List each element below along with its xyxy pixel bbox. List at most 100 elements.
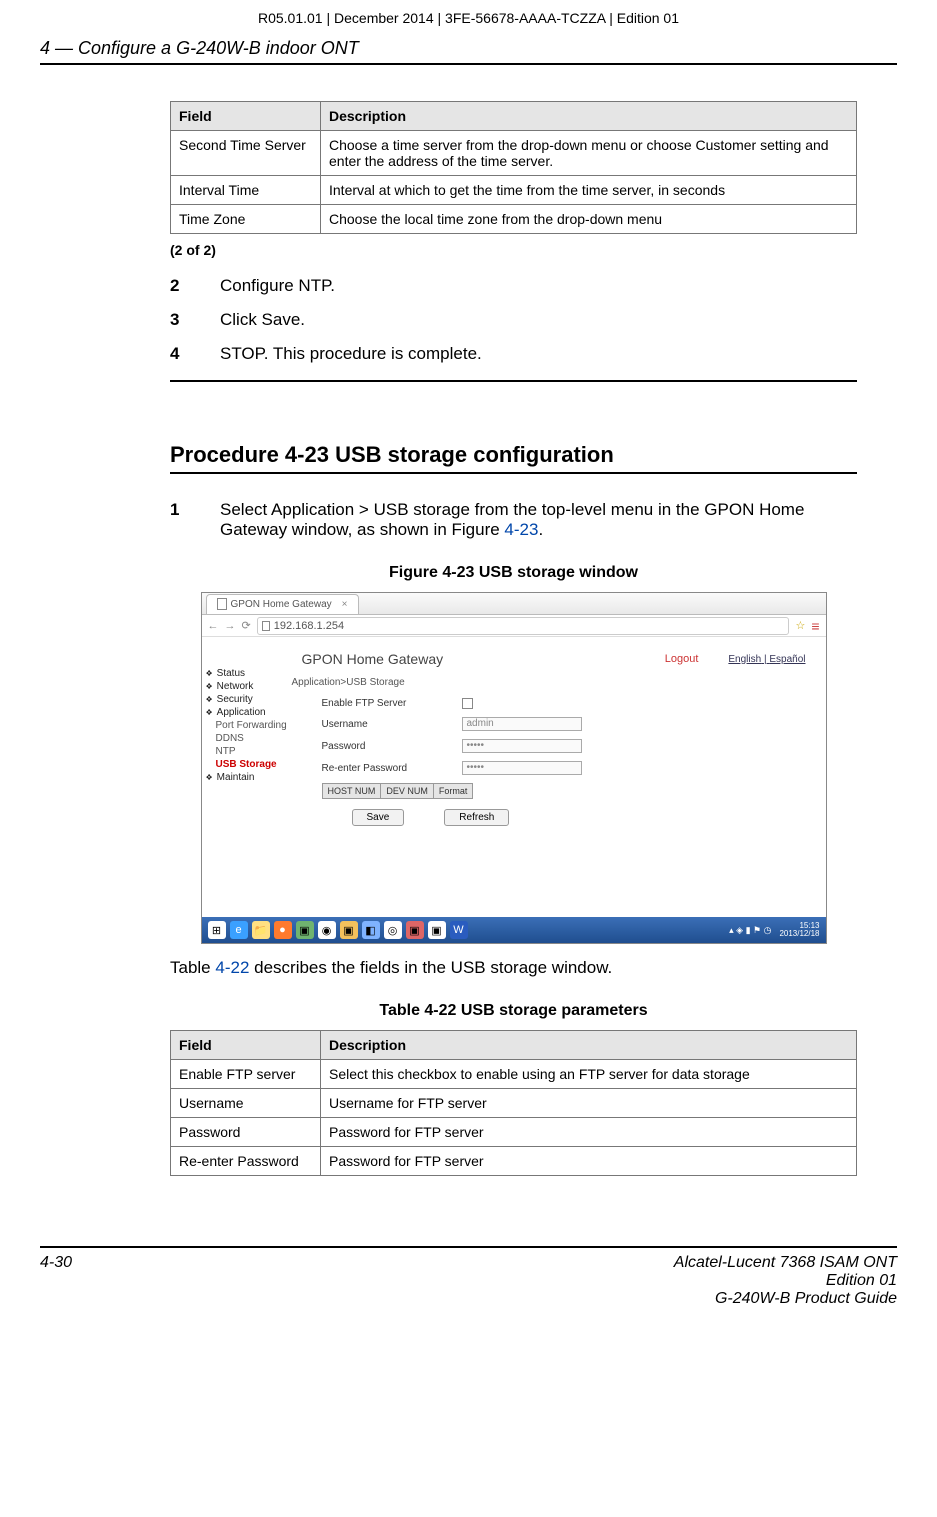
url-input[interactable]: 192.168.1.254: [257, 617, 790, 635]
browser-addressbar: ← → ⟳ 192.168.1.254 ☆ ≡: [202, 615, 826, 637]
figure-caption: Figure 4-23 USB storage window: [170, 564, 857, 582]
sidebar-nav: Status Network Security Application Port…: [202, 637, 292, 917]
tray-icons[interactable]: ▴ ◈ ▮ ⚑ ◷: [729, 925, 771, 936]
firefox-icon[interactable]: ●: [274, 921, 292, 939]
procedure-heading: Procedure 4-23 USB storage configuration: [170, 442, 857, 474]
doc-header: R05.01.01 | December 2014 | 3FE-56678-AA…: [40, 10, 897, 26]
page-footer: 4-30 Alcatel-Lucent 7368 ISAM ONT Editio…: [40, 1246, 897, 1308]
explorer-icon[interactable]: 📁: [252, 921, 270, 939]
back-icon[interactable]: ←: [208, 620, 219, 632]
table-row: Time Zone Choose the local time zone fro…: [171, 205, 857, 234]
taskbar: ⊞ e 📁 ● ▣ ◉ ▣ ◧ ◎ ▣ ▣ W ▴ ◈ ▮ ⚑ ◷ 15:13 …: [202, 917, 826, 943]
app-icon[interactable]: ◎: [384, 921, 402, 939]
text-fragment: Table: [170, 958, 215, 977]
step-number: 3: [170, 310, 220, 330]
username-input[interactable]: admin: [462, 717, 582, 731]
step-number: 2: [170, 276, 220, 296]
word-icon[interactable]: W: [450, 921, 468, 939]
save-button[interactable]: Save: [352, 809, 405, 826]
footer-edition: Edition 01: [674, 1272, 897, 1290]
table-row: Interval Time Interval at which to get t…: [171, 176, 857, 205]
text-fragment: describes the fields in the USB storage …: [249, 958, 612, 977]
cell-field: Second Time Server: [171, 131, 321, 176]
procedure-end-rule: [170, 380, 857, 382]
app-icon[interactable]: ▣: [340, 921, 358, 939]
app-icon[interactable]: ◧: [362, 921, 380, 939]
table-caption: Table 4-22 USB storage parameters: [170, 1002, 857, 1020]
step-number: 1: [170, 500, 220, 520]
step-item: 4 STOP. This procedure is complete.: [170, 344, 857, 364]
cell-desc: Username for FTP server: [321, 1089, 857, 1118]
step-text: STOP. This procedure is complete.: [220, 344, 857, 364]
browser-titlebar: GPON Home Gateway ×: [202, 593, 826, 615]
step-item: 2 Configure NTP.: [170, 276, 857, 296]
taskbar-clock: 15:13 2013/12/18: [779, 922, 819, 938]
cell-field: Username: [171, 1089, 321, 1118]
cell-field: Time Zone: [171, 205, 321, 234]
tab-hostnum[interactable]: HOST NUM: [322, 783, 382, 799]
cell-field: Enable FTP server: [171, 1060, 321, 1089]
cell-desc: Interval at which to get the time from t…: [321, 176, 857, 205]
bookmark-icon[interactable]: ☆: [795, 619, 805, 632]
tab-devnum[interactable]: DEV NUM: [381, 783, 434, 799]
sidebar-item-portforwarding[interactable]: Port Forwarding: [206, 719, 288, 732]
menu-icon[interactable]: ≡: [811, 618, 819, 634]
start-icon[interactable]: ⊞: [208, 921, 226, 939]
breadcrumb: Application>USB Storage: [292, 673, 816, 698]
footer-guide: G-240W-B Product Guide: [674, 1290, 897, 1308]
table-row: Username Username for FTP server: [171, 1089, 857, 1118]
chrome-icon[interactable]: ◉: [318, 921, 336, 939]
step-text: Select Application > USB storage from th…: [220, 500, 857, 540]
table-header-desc: Description: [321, 1031, 857, 1060]
password-input[interactable]: •••••: [462, 739, 582, 753]
usb-storage-screenshot: GPON Home Gateway × ← → ⟳ 192.168.1.254 …: [201, 592, 827, 944]
tab-title: GPON Home Gateway: [231, 599, 332, 610]
sidebar-item-usbstorage[interactable]: USB Storage: [206, 758, 288, 771]
cell-desc: Choose a time server from the drop-down …: [321, 131, 857, 176]
usb-storage-params-table: Field Description Enable FTP server Sele…: [170, 1030, 857, 1176]
forward-icon[interactable]: →: [225, 620, 236, 632]
sidebar-item-network[interactable]: Network: [206, 680, 288, 693]
app-icon[interactable]: ▣: [296, 921, 314, 939]
refresh-button[interactable]: Refresh: [444, 809, 509, 826]
browser-tab[interactable]: GPON Home Gateway ×: [206, 594, 359, 614]
page-icon: [262, 621, 270, 631]
sidebar-item-status[interactable]: Status: [206, 667, 288, 680]
chapter-heading: 4 — Configure a G-240W-B indoor ONT: [40, 38, 897, 65]
tab-format[interactable]: Format: [434, 783, 474, 799]
lang-english[interactable]: English: [728, 654, 761, 665]
page-brand: GPON Home Gateway: [302, 651, 444, 667]
close-icon[interactable]: ×: [342, 599, 348, 610]
figure-follow-text: Table 4-22 describes the fields in the U…: [170, 958, 857, 978]
cell-desc: Select this checkbox to enable using an …: [321, 1060, 857, 1089]
sidebar-item-maintain[interactable]: Maintain: [206, 771, 288, 784]
sidebar-item-ddns[interactable]: DDNS: [206, 732, 288, 745]
reload-icon[interactable]: ⟳: [242, 619, 251, 632]
app-icon[interactable]: ▣: [428, 921, 446, 939]
table-row: Re-enter Password Password for FTP serve…: [171, 1147, 857, 1176]
enable-ftp-checkbox[interactable]: [462, 698, 473, 709]
sidebar-item-security[interactable]: Security: [206, 693, 288, 706]
sidebar-item-ntp[interactable]: NTP: [206, 745, 288, 758]
storage-tabs: HOST NUM DEV NUM Format: [322, 783, 816, 799]
page-number: 4-30: [40, 1254, 72, 1308]
logout-link[interactable]: Logout: [665, 653, 699, 665]
ie-icon[interactable]: e: [230, 921, 248, 939]
table-header-field: Field: [171, 1031, 321, 1060]
reenter-password-label: Re-enter Password: [322, 763, 462, 774]
language-links[interactable]: English | Español: [728, 654, 805, 665]
step-text: Configure NTP.: [220, 276, 857, 296]
figure-link[interactable]: 4-23: [504, 520, 538, 539]
table-link[interactable]: 4-22: [215, 958, 249, 977]
sidebar-item-application[interactable]: Application: [206, 706, 288, 719]
cell-desc: Password for FTP server: [321, 1147, 857, 1176]
table-row: Enable FTP server Select this checkbox t…: [171, 1060, 857, 1089]
app-icon[interactable]: ▣: [406, 921, 424, 939]
lang-espanol[interactable]: Español: [769, 654, 805, 665]
clock-date: 2013/12/18: [779, 930, 819, 938]
cell-desc: Password for FTP server: [321, 1118, 857, 1147]
procedure-steps: 2 Configure NTP. 3 Click Save. 4 STOP. T…: [170, 276, 857, 364]
text-fragment: .: [538, 520, 543, 539]
username-label: Username: [322, 719, 462, 730]
reenter-password-input[interactable]: •••••: [462, 761, 582, 775]
